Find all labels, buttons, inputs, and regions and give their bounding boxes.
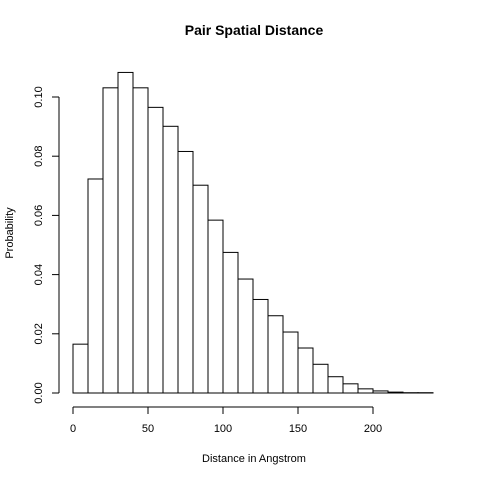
histogram-bar-4 [132,87,149,394]
x-axis-label: Distance in Angstrom [202,453,306,465]
histogram-bar-1 [87,178,104,394]
histogram-bar-18 [342,383,359,394]
histogram-bar-6 [162,125,179,394]
histogram-bar-10 [222,251,239,394]
histogram-bar-2 [102,87,119,394]
histogram-bars [72,71,434,394]
histogram-bar-13 [267,315,284,394]
histogram-bar-12 [252,298,269,394]
histogram-bar-8 [192,184,209,394]
x-tick-label: 0 [70,423,76,435]
y-tick-label: 0.04 [33,264,45,285]
histogram-bar-9 [207,219,224,394]
y-tick-label: 0.00 [33,382,45,403]
histogram-bar-16 [312,363,329,394]
x-tick-label: 50 [142,423,154,435]
histogram-bar-19 [357,388,374,394]
x-tick-label: 200 [364,423,382,435]
histogram-bar-15 [297,347,314,394]
chart-title: Pair Spatial Distance [185,22,324,38]
y-tick-label: 0.06 [33,205,45,226]
y-tick-label: 0.08 [33,145,45,166]
y-axis: 0.00 0.02 0.04 0.06 0.08 0.10 [33,86,60,404]
histogram-bar-11 [237,278,254,394]
x-axis: 0 50 100 150 200 [70,406,382,435]
histogram-bar-5 [147,106,164,394]
histogram-bar-0 [72,343,89,394]
x-tick-label: 150 [289,423,307,435]
y-axis-label: Probability [4,207,16,259]
y-tick-label: 0.02 [33,323,45,344]
histogram-bar-20 [372,390,389,394]
histogram-bar-14 [282,331,299,394]
histogram-bar-3 [117,71,134,394]
x-tick-label: 100 [214,423,232,435]
y-tick-label: 0.10 [33,86,45,107]
histogram-bar-21 [387,391,404,394]
histogram-bar-7 [177,150,194,394]
histogram-bar-17 [327,376,344,394]
